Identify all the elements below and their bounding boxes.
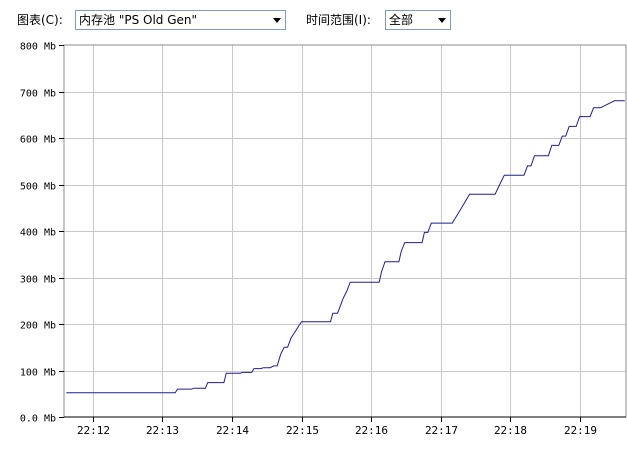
range-select-value: 全部 — [389, 13, 414, 27]
range-label: 时间范围(I): — [306, 13, 371, 27]
series-line — [66, 100, 625, 394]
y-tick-label: 600 Mb — [20, 135, 56, 146]
memory-chart: 800 Mb 700 Mb 600 Mb 500 Mb 400 Mb 300 Mb 200 … — [20, 42, 627, 437]
chart-label: 图表(C): — [17, 13, 63, 27]
y-tick-label: 100 Mb — [20, 368, 56, 379]
range-select[interactable]: 全部 — [385, 10, 451, 30]
x-tick: 22:12 — [77, 417, 110, 437]
y-tick-label: 800 Mb — [20, 42, 56, 53]
x-tick: 22:17 — [425, 417, 458, 437]
x-tick-label: 22:16 — [355, 424, 388, 437]
y-tick: 500 Mb — [20, 182, 64, 193]
x-tick: 22:16 — [355, 417, 388, 437]
x-tick: 22:13 — [146, 417, 179, 437]
y-tick: 100 Mb — [20, 368, 64, 379]
y-tick-label: 200 Mb — [20, 321, 56, 332]
y-tick-label: 0.0 Mb — [20, 414, 56, 425]
chart-select[interactable]: 内存池 "PS Old Gen" — [75, 10, 286, 30]
y-tick: 300 Mb — [20, 275, 64, 286]
x-tick-label: 22:13 — [146, 424, 179, 437]
x-tick-label: 22:15 — [286, 424, 319, 437]
y-tick-label: 700 Mb — [20, 89, 56, 100]
x-tick-label: 22:17 — [425, 424, 458, 437]
chevron-down-icon[interactable] — [438, 18, 446, 23]
y-tick-label: 400 Mb — [20, 228, 56, 239]
x-tick-label: 22:12 — [77, 424, 110, 437]
grid-horizontal — [64, 92, 626, 372]
chevron-down-icon[interactable] — [273, 18, 281, 23]
x-tick: 22:14 — [216, 417, 249, 437]
y-tick: 600 Mb — [20, 135, 64, 146]
x-tick: 22:18 — [494, 417, 527, 437]
y-tick: 400 Mb — [20, 228, 64, 239]
y-tick: 700 Mb — [20, 89, 64, 100]
y-axis-ticks: 800 Mb 700 Mb 600 Mb 500 Mb 400 Mb 300 Mb 200 … — [20, 42, 64, 425]
x-tick-label: 22:19 — [564, 424, 597, 437]
x-tick: 22:19 — [564, 417, 597, 437]
chart-select-value: 内存池 "PS Old Gen" — [79, 13, 198, 27]
y-tick-label: 500 Mb — [20, 182, 56, 193]
y-tick: 200 Mb — [20, 321, 64, 332]
y-tick: 0.0 Mb — [20, 414, 64, 425]
y-tick: 800 Mb — [20, 42, 64, 53]
toolbar: 图表(C): 内存池 "PS Old Gen" 时间范围(I): 全部 — [0, 0, 627, 40]
x-axis-ticks: 22:12 22:13 22:14 22:15 22:16 22:17 22:18 22:19 — [77, 417, 597, 437]
x-tick: 22:15 — [286, 417, 319, 437]
x-tick-label: 22:18 — [494, 424, 527, 437]
x-tick-label: 22:14 — [216, 424, 249, 437]
y-tick-label: 300 Mb — [20, 275, 56, 286]
